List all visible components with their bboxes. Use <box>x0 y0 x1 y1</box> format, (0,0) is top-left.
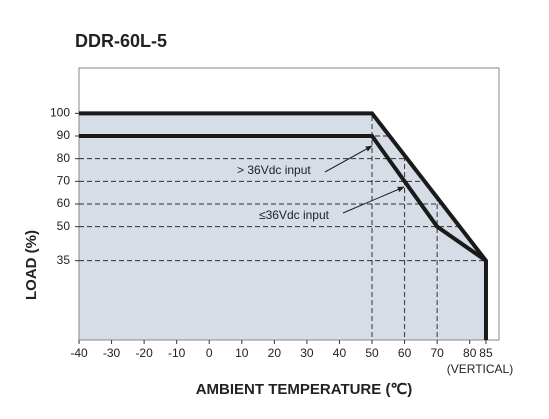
x-tick-label: 30 <box>300 346 314 360</box>
y-tick-label: 90 <box>57 128 71 142</box>
x-tick-label: -30 <box>103 346 121 360</box>
x-tick-label: 50 <box>365 346 379 360</box>
y-axis-label: LOAD (%) <box>23 230 40 300</box>
x-note: (VERTICAL) <box>447 362 513 376</box>
annotation: > 36Vdc input <box>237 163 311 177</box>
x-tick-label: -40 <box>70 346 88 360</box>
annotation-arrow <box>324 145 373 173</box>
x-tick-label: 40 <box>333 346 347 360</box>
annotation-arrow <box>342 186 405 214</box>
y-tick-label: 70 <box>57 174 71 188</box>
x-tick-label: 0 <box>206 346 213 360</box>
x-tick-label: -10 <box>168 346 186 360</box>
x-tick-label: 60 <box>398 346 412 360</box>
chart-title: DDR-60L-5 <box>75 31 167 51</box>
x-tick-label: -20 <box>135 346 153 360</box>
series-line <box>79 111 488 340</box>
y-tick-label: 100 <box>50 106 70 120</box>
x-tick-label: 70 <box>430 346 444 360</box>
x-axis-label: AMBIENT TEMPERATURE (℃) <box>196 381 413 398</box>
x-tick-label: 20 <box>268 346 282 360</box>
y-tick-label: 80 <box>57 151 71 165</box>
x-tick-label: 80 <box>463 346 477 360</box>
x-tick-label: 85 <box>479 346 493 360</box>
y-tick-label: 50 <box>57 219 71 233</box>
y-tick-label: 35 <box>57 253 71 267</box>
series-line <box>79 134 488 263</box>
y-tick-label: 60 <box>57 196 71 210</box>
x-tick-label: 10 <box>235 346 249 360</box>
annotation: ≤36Vdc input <box>259 208 330 222</box>
